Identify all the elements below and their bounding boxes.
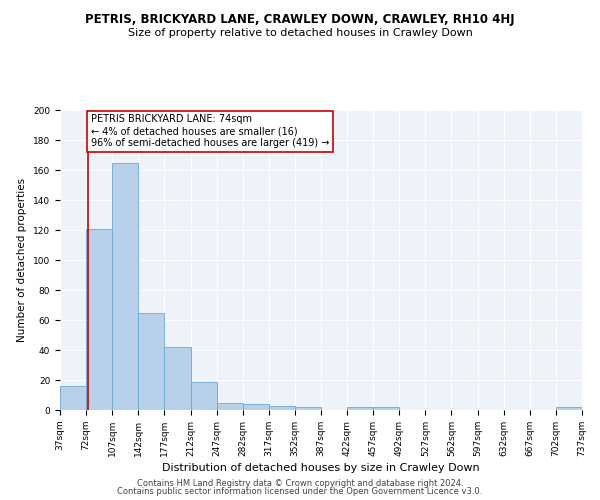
Bar <box>191 382 217 410</box>
Bar <box>269 406 295 410</box>
Bar <box>138 312 164 410</box>
Text: PETRIS BRICKYARD LANE: 74sqm
← 4% of detached houses are smaller (16)
96% of sem: PETRIS BRICKYARD LANE: 74sqm ← 4% of det… <box>91 114 329 148</box>
Bar <box>347 407 373 410</box>
Y-axis label: Number of detached properties: Number of detached properties <box>17 178 28 342</box>
Bar <box>295 407 321 410</box>
Text: PETRIS, BRICKYARD LANE, CRAWLEY DOWN, CRAWLEY, RH10 4HJ: PETRIS, BRICKYARD LANE, CRAWLEY DOWN, CR… <box>85 12 515 26</box>
Text: Contains public sector information licensed under the Open Government Licence v3: Contains public sector information licen… <box>118 487 482 496</box>
Bar <box>556 407 582 410</box>
Bar <box>164 347 191 410</box>
X-axis label: Distribution of detached houses by size in Crawley Down: Distribution of detached houses by size … <box>162 463 480 473</box>
Bar <box>86 228 112 410</box>
Bar <box>60 386 86 410</box>
Text: Contains HM Land Registry data © Crown copyright and database right 2024.: Contains HM Land Registry data © Crown c… <box>137 478 463 488</box>
Bar <box>242 404 269 410</box>
Text: Size of property relative to detached houses in Crawley Down: Size of property relative to detached ho… <box>128 28 472 38</box>
Bar <box>217 402 242 410</box>
Bar <box>373 407 400 410</box>
Bar <box>112 162 138 410</box>
